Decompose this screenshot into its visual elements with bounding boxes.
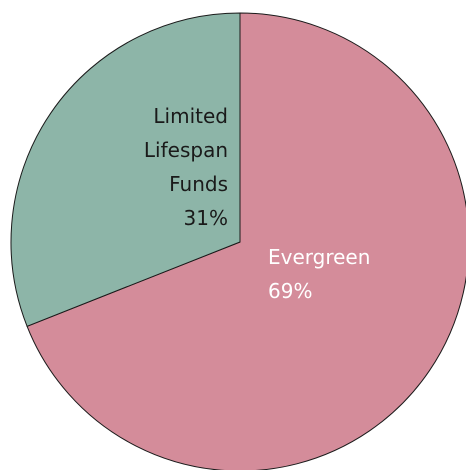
- value-label: 31%: [183, 206, 228, 230]
- slice-label: Evergreen 69%: [268, 240, 370, 308]
- pie-slice: [26, 12, 466, 470]
- category-label: Evergreen: [268, 245, 371, 269]
- value-label: 69%: [268, 279, 313, 303]
- pie-slice: [10, 12, 241, 327]
- category-label: Limited Lifespan Funds: [143, 104, 228, 196]
- slice-label: Limited Lifespan Funds 31%: [108, 99, 228, 235]
